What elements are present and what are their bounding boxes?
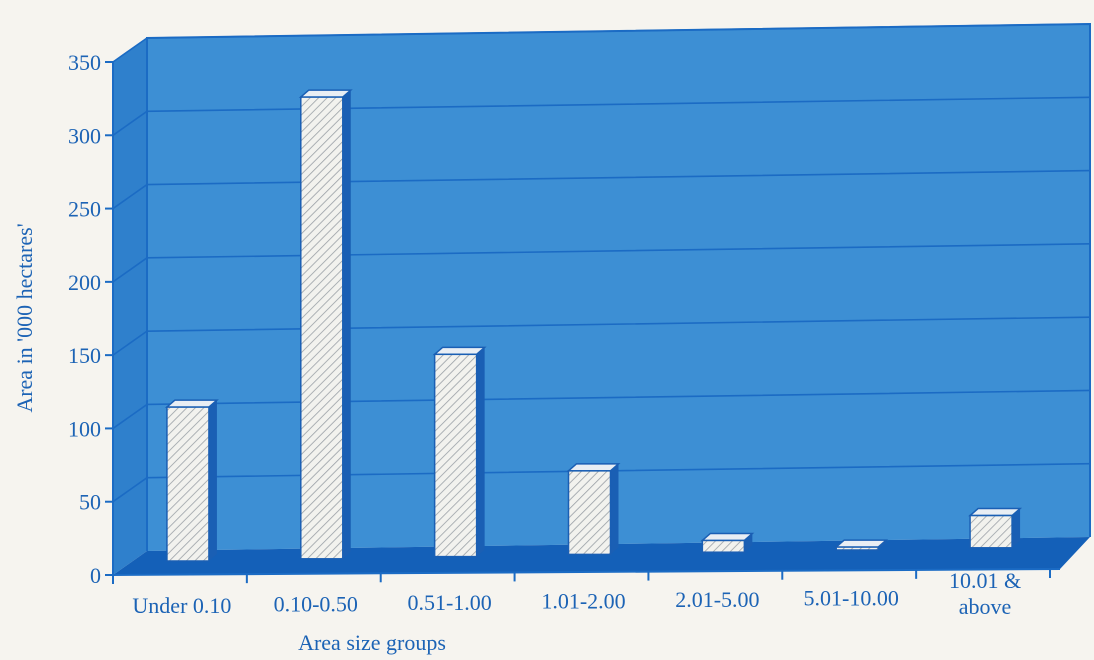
bar-front-7 [969,514,1013,549]
bar-front-1 [166,406,210,562]
y-tick-label-100: 100 [68,416,101,441]
bar-front-3 [433,353,478,558]
bar-3 [432,346,487,558]
bar-front-2 [300,96,344,560]
bar-top-2 [298,89,353,98]
gridline-250 [112,169,1091,210]
plot-side-wall [113,38,147,575]
gridline-350 [112,23,1091,63]
y-tick-label-150: 150 [68,343,101,368]
bar-top-6 [834,539,889,548]
y-tick-label-250: 250 [68,197,101,222]
bar-side-1 [208,400,217,561]
x-category-label-1: Under 0.10 [132,593,231,618]
y-tick-label-350: 350 [68,50,101,75]
gridline-50 [112,462,1091,503]
y-tick-label-200: 200 [68,270,101,295]
bar-side-5 [744,533,753,553]
bar-2 [298,89,353,560]
bar-top-3 [432,346,487,356]
x-category-label-5: 2.01-5.00 [675,587,759,612]
labels-layer: 0 50 100 150 200 250 300 350 Under 0.10 0.10-0.50… [12,50,1021,655]
bar-7 [968,507,1023,549]
x-axis-line [112,568,1061,576]
gridlines-layer [112,23,1091,503]
bar-side-2 [342,90,351,559]
x-axis-title: Area size groups [298,630,446,655]
gridline-100 [112,389,1091,430]
x-category-label-6: 5.01-10.00 [804,586,899,611]
y-tick-label-50: 50 [79,490,101,515]
x-category-label-7-line-1: 10.01 & [949,568,1021,593]
bar-4 [566,463,621,556]
bar-side-7 [1012,508,1021,548]
y-axis-title: Area in '000 hectares' [12,223,37,412]
gridline-150 [112,316,1091,356]
axis-layer [105,61,1061,584]
y-tick-label-300: 300 [68,123,101,148]
gridline-200 [112,243,1091,283]
bars-layer [164,89,1023,562]
bar-side-3 [476,347,485,557]
y-tick-label-0: 0 [90,563,101,588]
bar-6 [834,539,889,551]
bar-1 [164,399,219,562]
x-category-label-4: 1.01-2.00 [541,589,625,614]
x-category-label-3: 0.51-1.00 [407,590,491,615]
bar-top-1 [164,399,219,408]
plot-back-wall [147,24,1090,551]
bar-top-4 [566,463,621,472]
bar-front-4 [567,470,612,556]
plot-background-layer [113,22,1091,575]
gridline-300 [112,96,1091,136]
bar-top-5 [700,532,755,542]
x-category-label-2: 0.10-0.50 [274,592,358,617]
x-category-label-7-line-2: above [959,594,1012,619]
bar-front-6 [835,546,879,551]
bar-5 [700,532,755,553]
bar-side-4 [610,463,619,555]
bar-top-7 [968,507,1023,517]
bar-front-5 [701,539,746,553]
